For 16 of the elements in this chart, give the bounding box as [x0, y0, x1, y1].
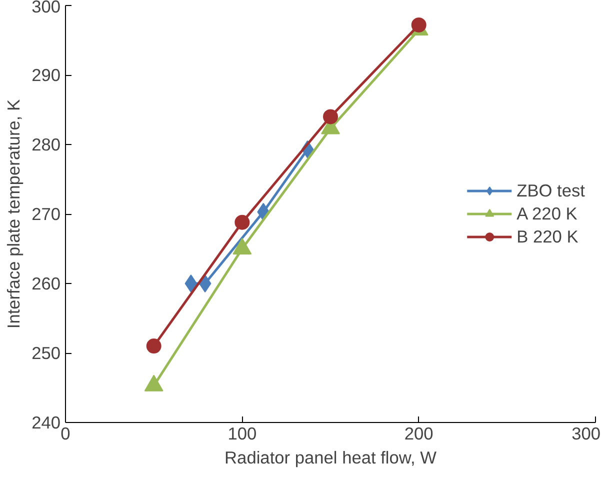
y-tick-label: 280 [32, 134, 61, 154]
legend-label: A 220 K [516, 203, 578, 224]
y-tick-label: 300 [32, 0, 61, 16]
y-tick-label: 250 [32, 343, 61, 363]
x-axis-title: Radiator panel heat flow, W [224, 448, 438, 468]
y-tick-label: 260 [32, 274, 61, 294]
x-tick-label: 200 [404, 424, 434, 444]
y-tick-label: 270 [32, 204, 61, 224]
legend-label: ZBO test [516, 180, 585, 201]
x-tick-label: 0 [60, 424, 70, 444]
legend-label: B 220 K [516, 226, 578, 247]
y-axis-title: Interface plate temperature, K [4, 98, 24, 329]
x-tick-label: 300 [572, 424, 601, 444]
x-tick-label: 100 [228, 424, 257, 444]
y-tick-label: 240 [32, 412, 61, 432]
y-tick-label: 290 [32, 65, 61, 85]
